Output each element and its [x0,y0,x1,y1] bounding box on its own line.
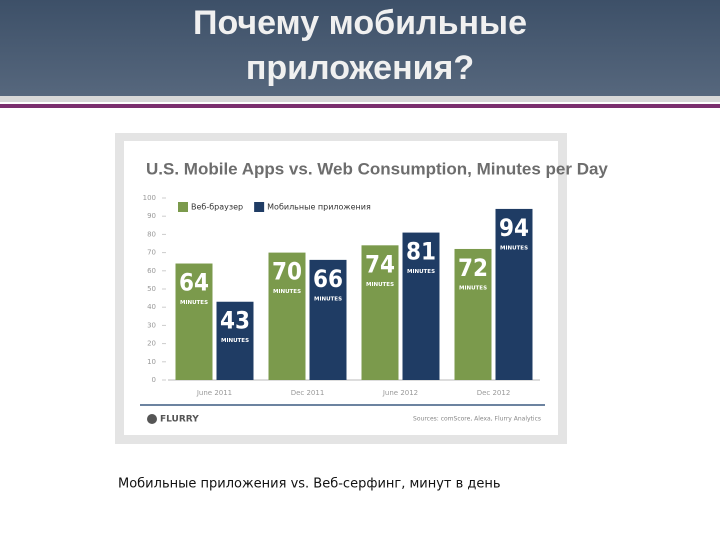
slide-title: приложения? [246,49,474,87]
x-tick-label: Dec 2012 [477,389,511,397]
bar [216,301,254,380]
y-tick-label: 100 [143,194,156,202]
y-tick-label: 70 [147,249,156,257]
x-tick-label: June 2012 [382,389,418,397]
y-tick-label: 10 [147,358,156,366]
y-tick-label: 20 [147,340,156,348]
y-tick-label: 60 [147,267,156,275]
header-shadow [0,96,720,102]
x-tick-label: Dec 2011 [291,389,325,397]
bar [175,263,213,380]
legend-label: Мобильные приложения [267,203,371,212]
value-unit: MINUTES [221,338,249,344]
y-tick-label: 40 [147,303,156,311]
bar [454,248,492,380]
value-label: 64 [179,269,209,297]
slide-title: Почему мобильные [193,4,527,42]
value-label: 74 [365,250,395,278]
value-label: 70 [272,258,302,286]
legend-swatch [254,202,265,212]
y-tick-label: 90 [147,212,156,220]
value-unit: MINUTES [366,282,394,288]
caption: Мобильные приложения vs. Веб-серфинг, ми… [118,477,501,492]
logo-icon [147,414,157,424]
logo: FLURRY [160,415,199,425]
value-label: 81 [406,238,436,266]
value-unit: MINUTES [273,289,301,295]
header-rule [0,104,720,108]
legend-swatch [178,202,188,212]
source: Sources: comScore, Alexa, Flurry Analyti… [413,416,541,423]
value-unit: MINUTES [180,300,208,306]
value-unit: MINUTES [314,296,342,302]
value-unit: MINUTES [500,245,528,251]
bar [495,208,533,380]
y-tick-label: 30 [147,321,156,329]
bar [402,232,440,380]
bar [268,252,306,380]
y-tick-label: 50 [147,285,156,293]
x-tick-label: June 2011 [196,389,232,397]
y-tick-label: 0 [152,376,156,384]
value-label: 72 [458,254,488,282]
value-unit: MINUTES [407,269,435,275]
header-band [0,0,720,96]
y-tick-label: 80 [147,230,156,238]
value-label: 94 [499,214,529,242]
legend-label: Веб-браузер [191,203,243,212]
bar [361,245,399,380]
value-label: 43 [220,307,250,335]
value-unit: MINUTES [459,285,487,291]
chart-title: U.S. Mobile Apps vs. Web Consumption, Mi… [146,159,608,178]
value-label: 66 [313,265,343,293]
bar [309,259,347,380]
